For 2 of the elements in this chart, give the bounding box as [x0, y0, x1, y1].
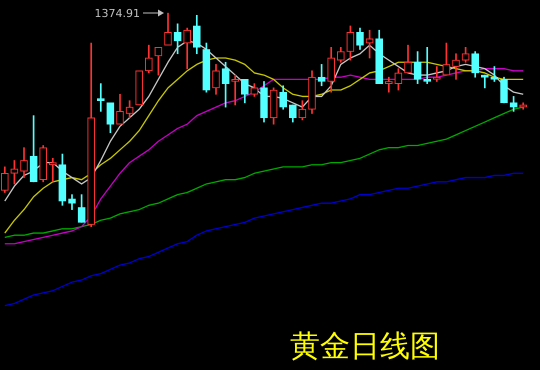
annotation: 1374.91 — [94, 6, 140, 20]
text: 黄金日线图 — [290, 328, 440, 366]
